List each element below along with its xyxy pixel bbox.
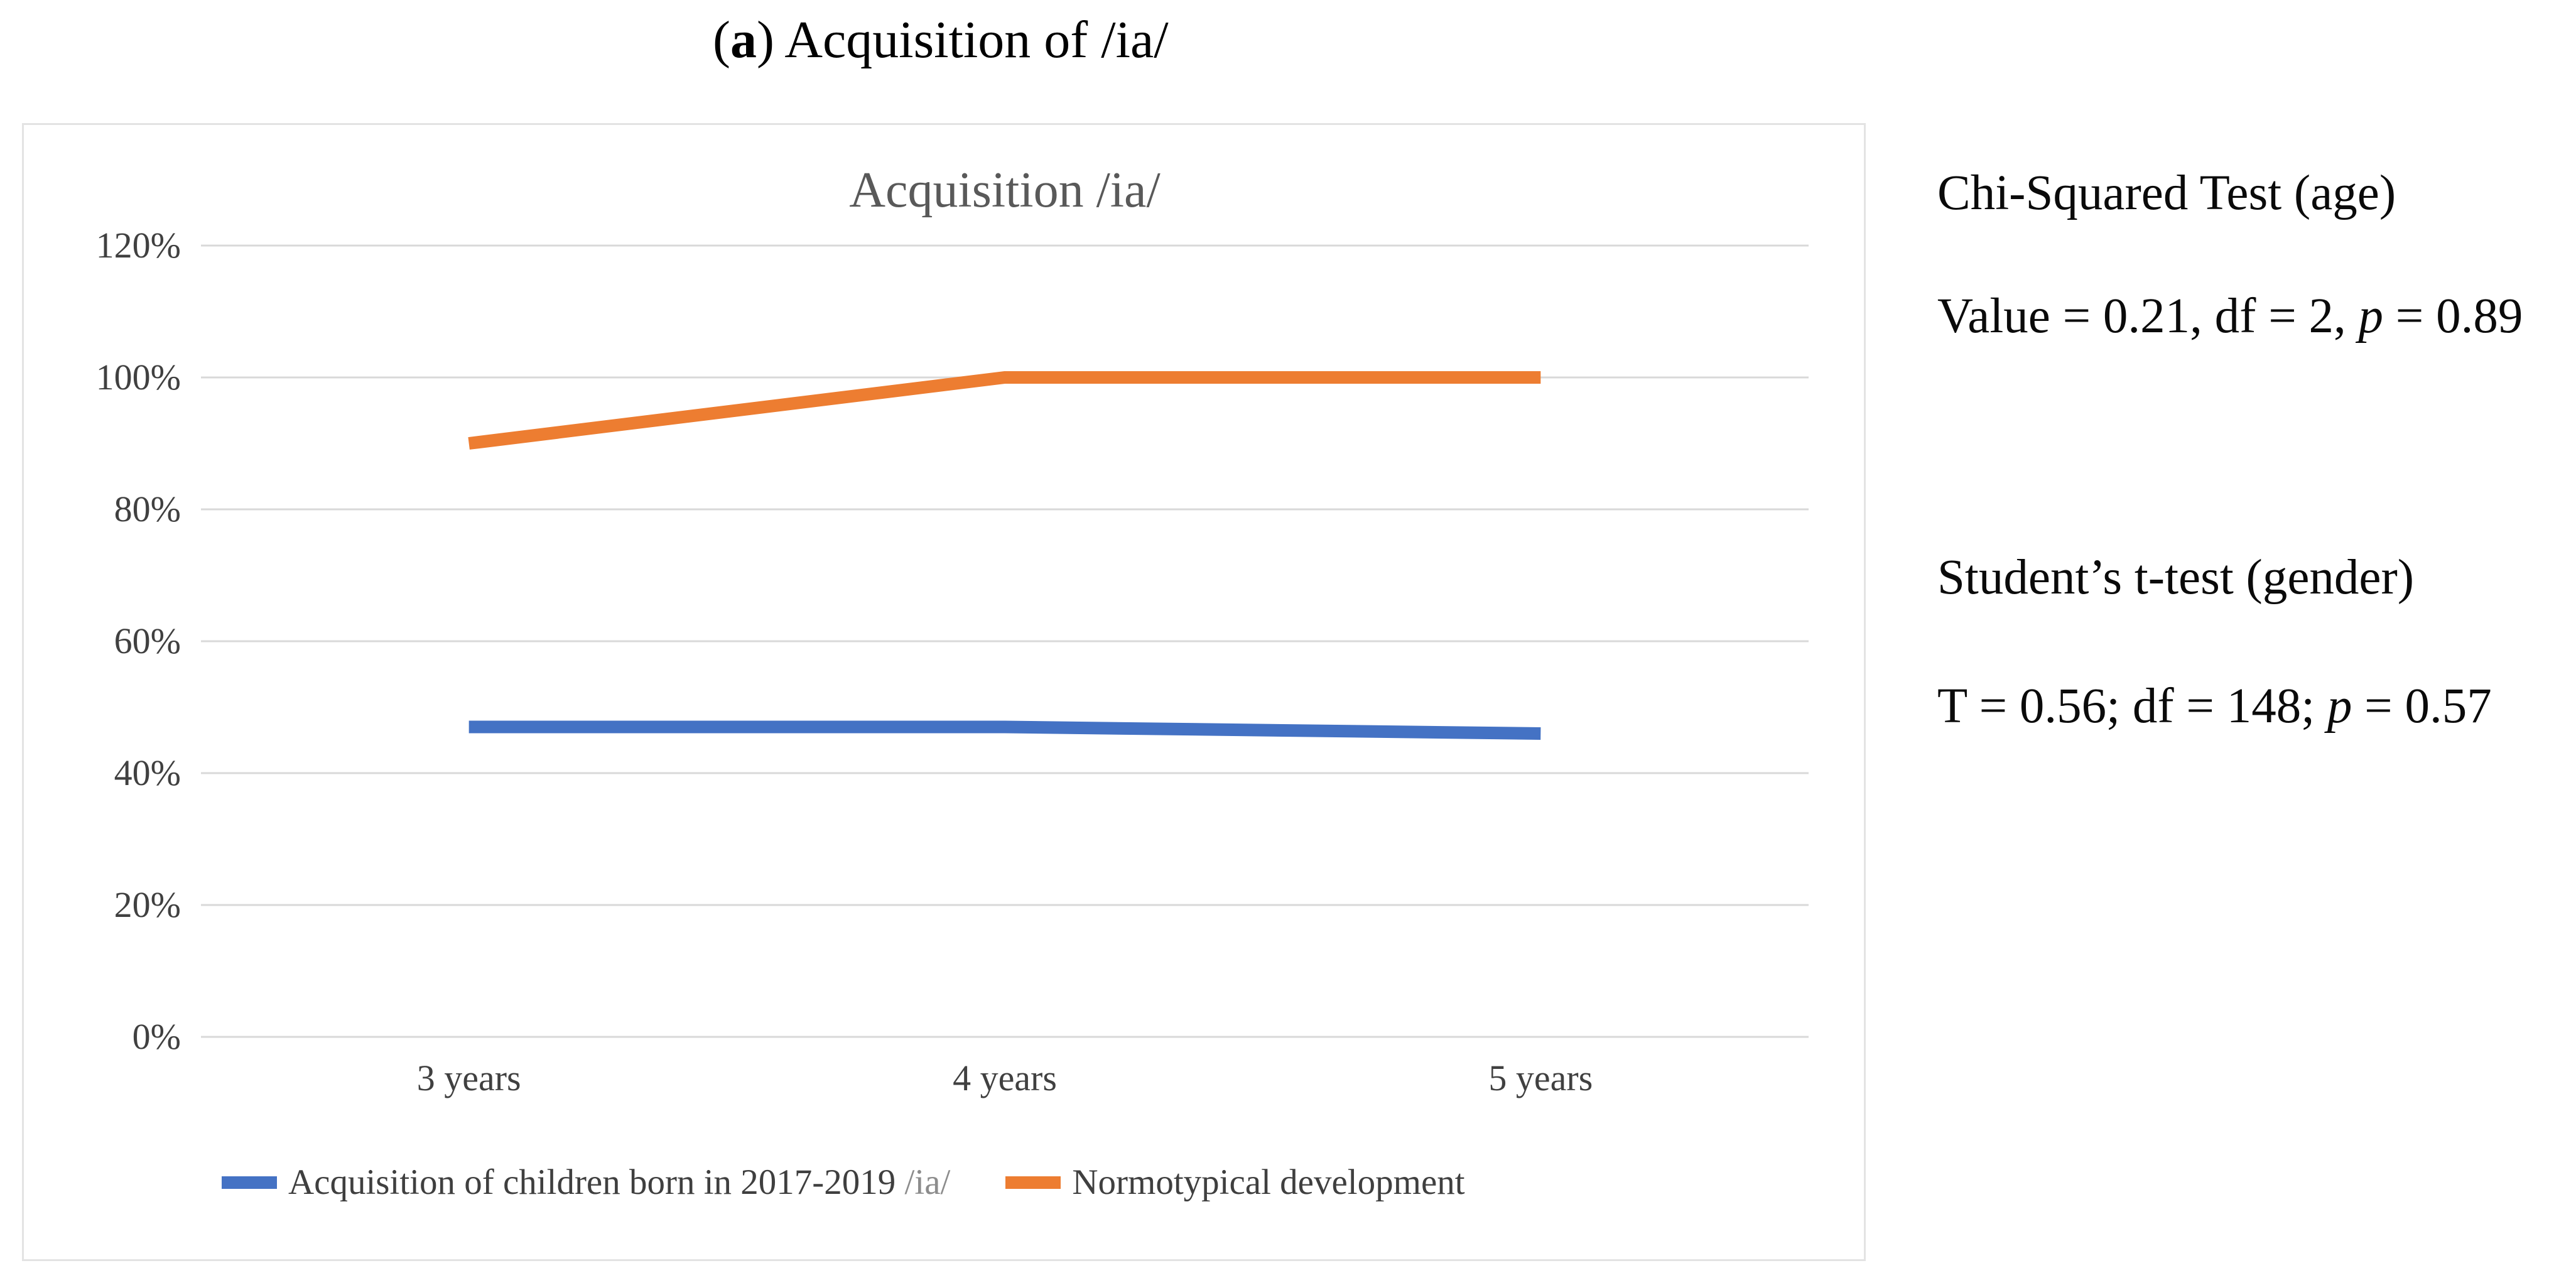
series-line-0 — [468, 720, 1541, 740]
legend-item-0: Acquisition of children born in 2017-201… — [222, 1162, 950, 1203]
caption-text: ) Acquisition of /ia/ — [756, 11, 1169, 69]
legend-item-1: Normotypical development — [1005, 1162, 1465, 1203]
legend-label-suffix: /ia/ — [896, 1162, 951, 1202]
x-axis-tick-label: 4 years — [953, 1058, 1057, 1098]
chart-panel: Acquisition /ia/ Acquisition of children… — [22, 123, 1866, 1261]
t-result-text: T = 0.56; df = 148; — [1937, 679, 2327, 734]
plot-area — [201, 244, 1809, 1038]
chi-p-value: = 0.89 — [2383, 289, 2523, 344]
legend-swatch-icon — [1005, 1176, 1061, 1189]
legend-swatch-icon — [222, 1176, 277, 1189]
t-p-symbol: p — [2327, 679, 2352, 734]
figure-caption: (a) Acquisition of /ia/ — [713, 9, 1169, 72]
series-line-1 — [468, 371, 1541, 450]
chi-p-symbol: p — [2358, 289, 2384, 344]
x-axis-tick-label: 5 years — [1488, 1058, 1593, 1098]
chi-squared-test-result: Value = 0.21, df = 2, p = 0.89 — [1937, 288, 2523, 345]
y-axis-tick-label: 0% — [132, 1016, 181, 1057]
y-axis-tick-label: 40% — [114, 752, 181, 793]
caption-paren-open: ( — [713, 11, 730, 69]
chart-legend: Acquisition of children born in 2017-201… — [222, 1162, 1465, 1203]
y-axis-tick-label: 100% — [95, 357, 181, 398]
legend-label: Normotypical development — [1072, 1162, 1465, 1202]
legend-label: Acquisition of children born in 2017-201… — [288, 1162, 951, 1202]
caption-letter: a — [730, 11, 757, 69]
y-axis-tick-label: 80% — [114, 489, 181, 529]
y-axis-tick-label: 120% — [95, 225, 181, 266]
t-p-value: = 0.57 — [2352, 679, 2492, 734]
chi-result-text: Value = 0.21, df = 2, — [1937, 289, 2359, 344]
x-axis-tick-label: 3 years — [416, 1058, 521, 1098]
y-axis-tick-label: 20% — [114, 884, 181, 925]
t-test-result: T = 0.56; df = 148; p = 0.57 — [1937, 678, 2492, 735]
y-axis-tick-label: 60% — [114, 620, 181, 661]
chi-squared-test-heading: Chi-Squared Test (age) — [1937, 166, 2396, 220]
chart-title: Acquisition /ia/ — [849, 163, 1161, 218]
t-test-heading: Student’s t-test (gender) — [1937, 550, 2415, 605]
